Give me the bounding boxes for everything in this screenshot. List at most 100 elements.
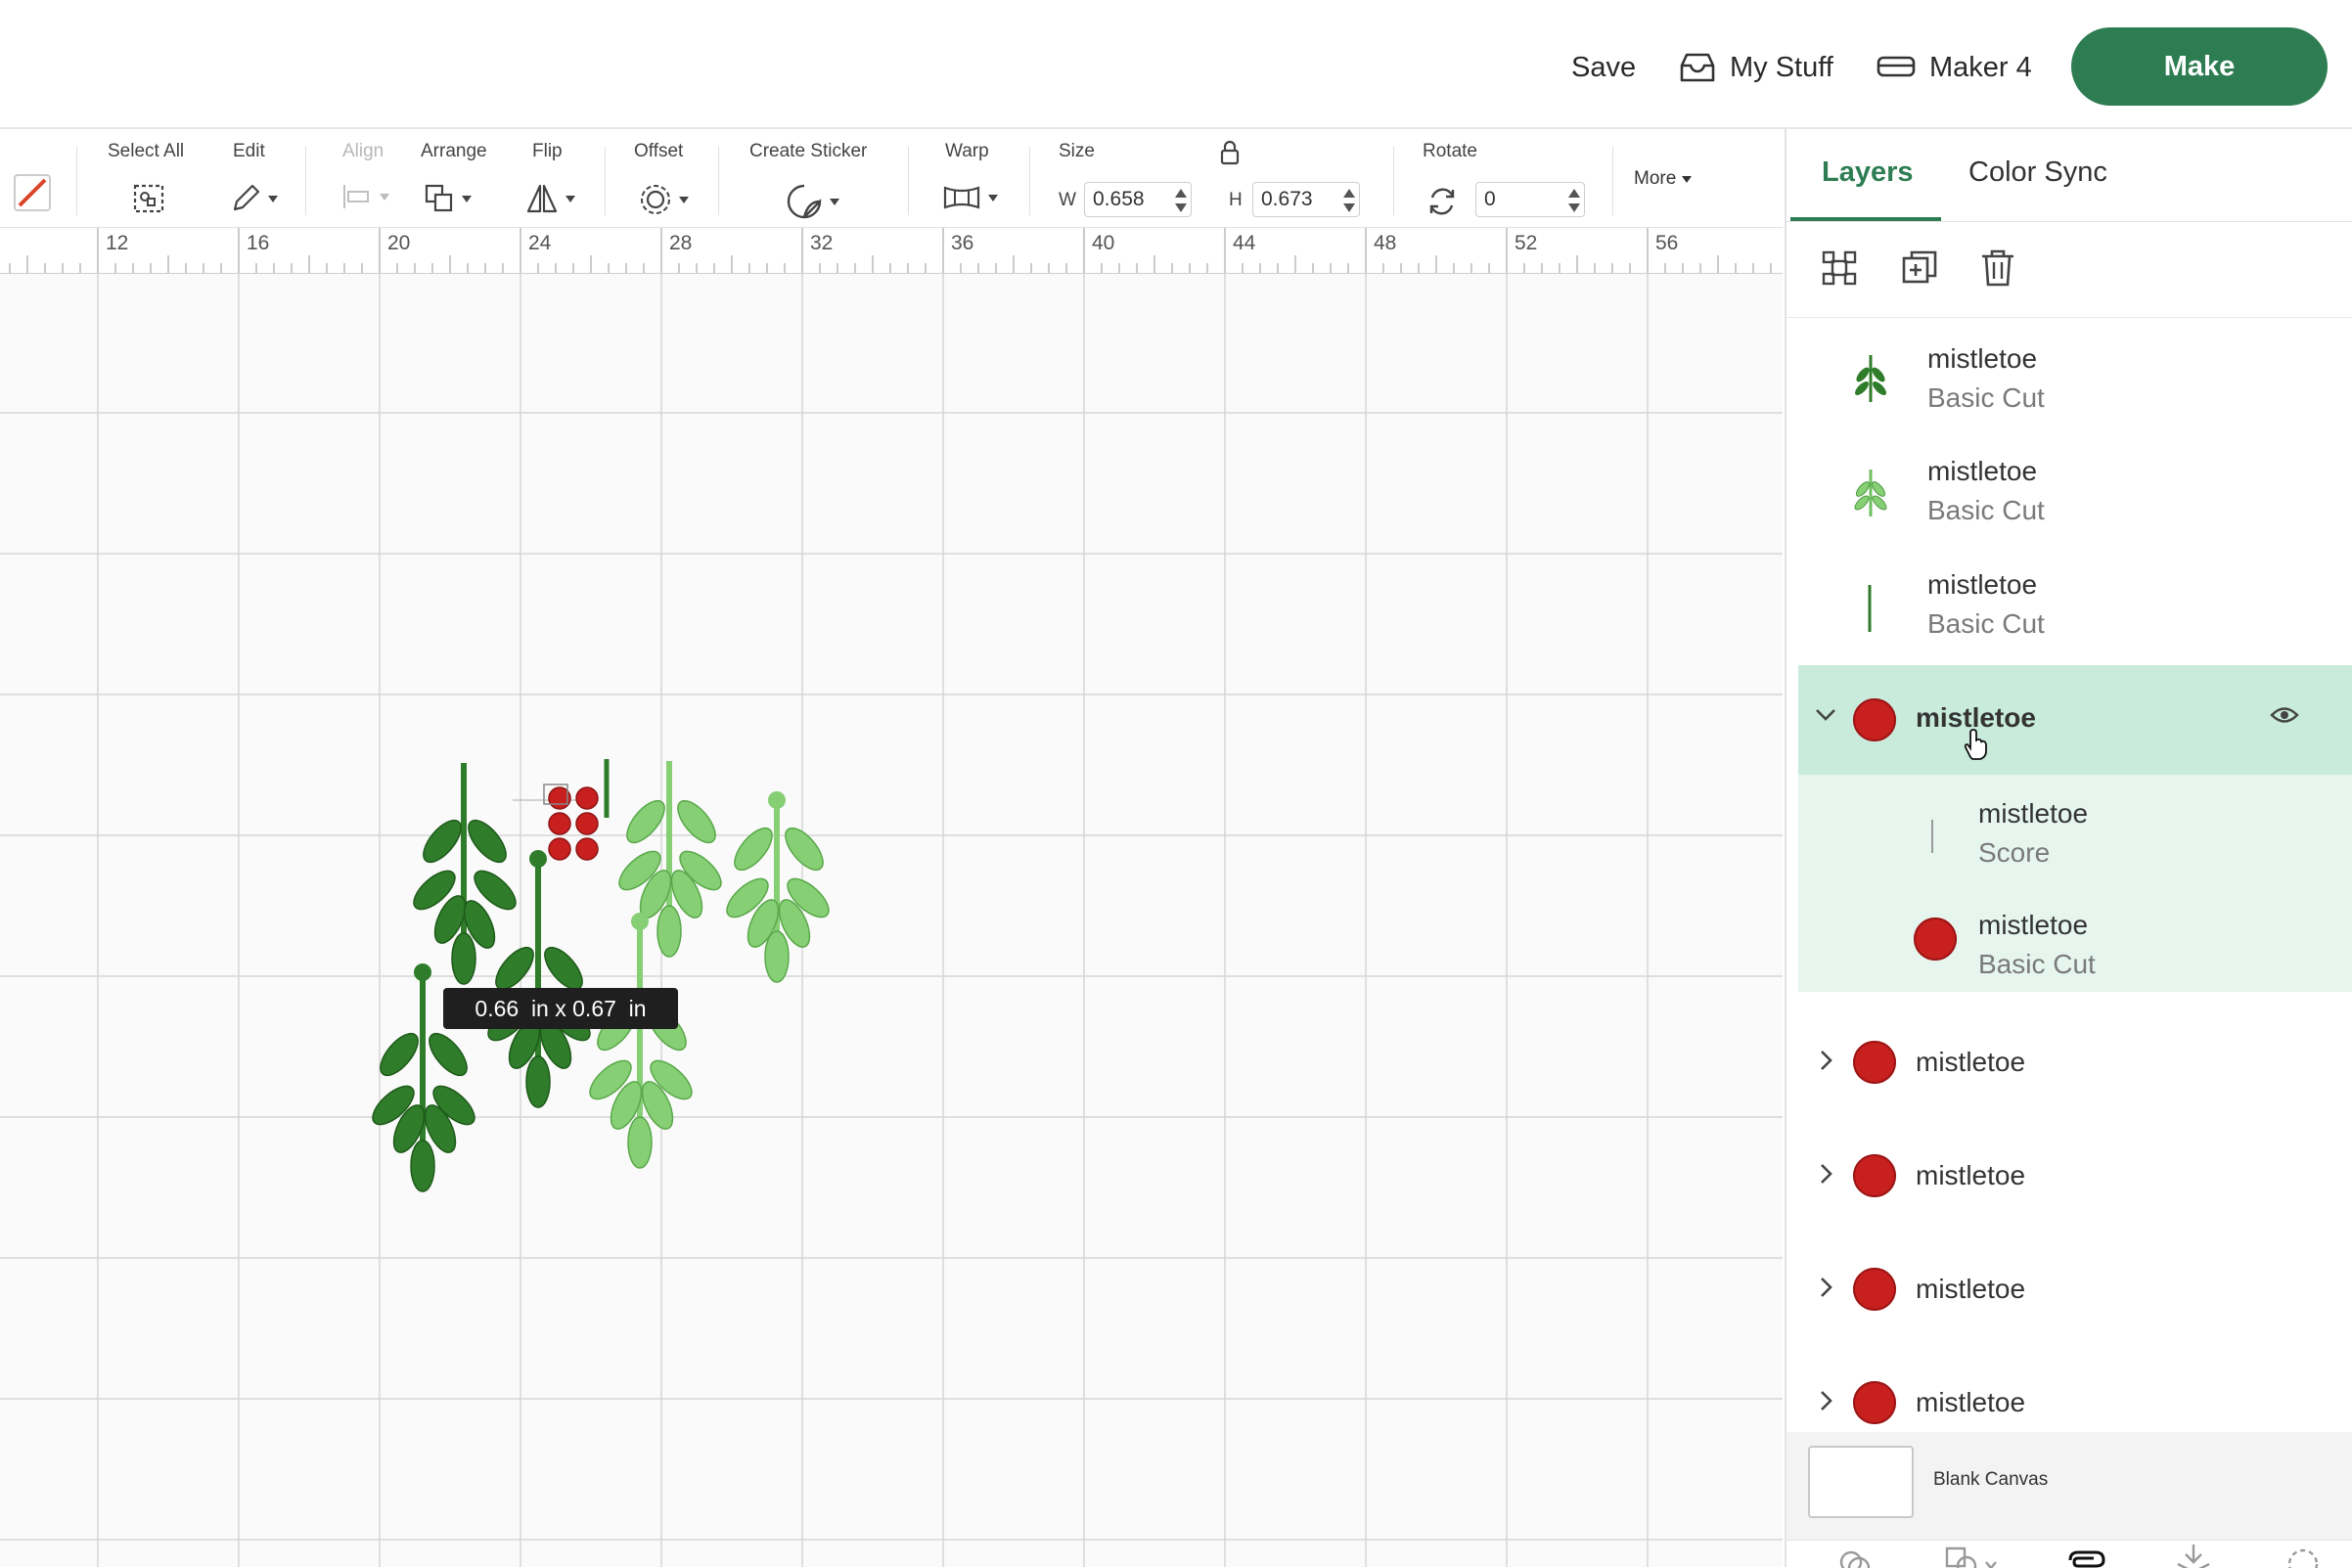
layer-item[interactable]: mistletoe — [1798, 1123, 2352, 1231]
duplicate-icon[interactable] — [1898, 246, 1941, 290]
layer-item[interactable]: mistletoe — [1798, 1236, 2352, 1344]
width-input[interactable]: 0.658 — [1084, 182, 1192, 217]
align-button[interactable] — [340, 182, 389, 211]
more-label: More — [1634, 168, 1677, 189]
linetype-swatch[interactable] — [14, 174, 51, 211]
light-sprig-bottom[interactable] — [582, 913, 700, 1169]
pencil-icon — [233, 184, 260, 211]
ruler-label: 36 — [951, 232, 974, 254]
layer-operation: Basic Cut — [1978, 949, 2096, 979]
dark-sprig-top[interactable] — [406, 763, 523, 985]
red-berry-icon — [1853, 1154, 1896, 1197]
machine-selector[interactable]: Maker 4 — [1877, 43, 2032, 92]
slice-icon[interactable] — [1837, 1546, 1873, 1568]
rotate-value: 0 — [1484, 188, 1496, 210]
combine-icon[interactable] — [1943, 1545, 2002, 1568]
toolbar-divider — [305, 147, 306, 215]
dark-sprig-bottom[interactable] — [365, 963, 482, 1192]
ruler-label: 52 — [1515, 232, 1538, 254]
group-icon[interactable] — [1818, 246, 1861, 290]
height-value: 0.673 — [1261, 188, 1313, 210]
layer-item[interactable]: mistletoe — [1798, 1350, 2352, 1432]
design-canvas[interactable]: 0.66 in x 0.67 in — [0, 274, 1783, 1567]
ruler-label: 40 — [1092, 232, 1115, 254]
chevron-right-icon[interactable] — [1818, 1276, 1835, 1299]
red-berry-icon — [1914, 918, 1957, 961]
mistletoe-design[interactable] — [0, 274, 1783, 1567]
canvas-grid — [0, 274, 1783, 1567]
width-stepper[interactable] — [1175, 187, 1187, 214]
chevron-right-icon[interactable] — [1818, 1162, 1835, 1186]
berry-cluster-selected[interactable] — [513, 784, 599, 861]
select-all-button[interactable] — [131, 182, 168, 217]
child-layer-item[interactable]: mistletoe Basic Cut — [1798, 884, 2352, 992]
tab-color-sync[interactable]: Color Sync — [1968, 157, 2107, 188]
arrange-label: Arrange — [421, 141, 487, 161]
layer-item[interactable]: mistletoe Basic Cut — [1798, 556, 2352, 663]
toolbar-divider — [1393, 147, 1394, 215]
layer-item[interactable]: mistletoe Basic Cut — [1798, 442, 2352, 550]
flatten-icon[interactable] — [2174, 1543, 2213, 1568]
chevron-down-icon — [830, 198, 839, 205]
chevron-down-icon[interactable] — [1814, 706, 1837, 724]
save-button[interactable]: Save — [1571, 43, 1636, 92]
layer-item[interactable]: mistletoe — [1798, 1009, 2352, 1117]
contour-icon[interactable] — [2284, 1545, 2323, 1568]
blank-canvas-label: Blank Canvas — [1933, 1469, 2049, 1490]
size-label: Size — [1059, 141, 1095, 161]
rotate-icon[interactable] — [1425, 184, 1460, 219]
light-sprig-top[interactable] — [611, 761, 729, 958]
panel-bottom-toolbar — [1787, 1540, 2352, 1568]
chevron-right-icon[interactable] — [1818, 1389, 1835, 1412]
child-layer-item[interactable]: mistletoe Score — [1798, 775, 2352, 882]
attach-icon[interactable] — [2064, 1546, 2107, 1568]
chevron-down-icon — [380, 193, 389, 201]
size-group: Size W 0.658 H 0.673 — [1059, 139, 1381, 219]
layer-operation: Basic Cut — [1927, 382, 2045, 413]
chevron-down-icon — [679, 196, 689, 203]
dark-sprig-icon — [1855, 355, 1886, 402]
blank-canvas-row[interactable]: Blank Canvas — [1787, 1432, 2352, 1540]
edit-button[interactable] — [229, 182, 278, 215]
warp-button[interactable] — [941, 182, 998, 213]
ruler-label: 44 — [1233, 232, 1256, 254]
create-sticker-button[interactable] — [785, 182, 839, 221]
toolbar-divider — [605, 147, 606, 215]
layer-name: mistletoe — [1927, 569, 2038, 600]
rotate-input[interactable]: 0 — [1475, 182, 1585, 217]
layer-operation: Score — [1978, 837, 2051, 868]
light-sprig-right[interactable] — [719, 791, 837, 983]
arrange-icon — [425, 184, 453, 212]
flip-button[interactable] — [524, 182, 575, 215]
red-berry-icon — [1853, 1268, 1896, 1311]
trash-icon[interactable] — [1976, 246, 2019, 290]
toolbar-divider — [1612, 147, 1613, 215]
divider — [1787, 317, 2352, 318]
layer-name: mistletoe — [1978, 910, 2089, 940]
tab-layers[interactable]: Layers — [1822, 157, 1914, 188]
layer-group-selected[interactable]: mistletoe — [1798, 665, 2352, 775]
arrange-button[interactable] — [423, 182, 472, 215]
active-tab-indicator — [1790, 217, 1941, 221]
chevron-right-icon[interactable] — [1818, 1049, 1835, 1072]
height-stepper[interactable] — [1343, 187, 1355, 214]
width-label: W — [1059, 190, 1076, 210]
stem-line-icon — [1868, 585, 1872, 632]
height-input[interactable]: 0.673 — [1252, 182, 1360, 217]
layer-name: mistletoe — [1916, 702, 2036, 733]
my-stuff-button[interactable]: My Stuff — [1679, 43, 1833, 92]
blank-canvas-swatch[interactable] — [1808, 1446, 1914, 1518]
layer-group-children: mistletoe Score mistletoe Basic Cut — [1798, 775, 2352, 992]
no-fill-slash-icon — [18, 178, 47, 207]
hand-cursor-icon — [1964, 729, 1987, 760]
dark-sprig-middle[interactable] — [480, 850, 598, 1108]
align-label: Align — [342, 141, 384, 161]
make-button[interactable]: Make — [2071, 27, 2328, 106]
layer-name: mistletoe — [1916, 1047, 2026, 1077]
offset-button[interactable] — [638, 182, 689, 217]
layer-item[interactable]: mistletoe Basic Cut — [1798, 330, 2352, 437]
rotate-stepper[interactable] — [1568, 187, 1580, 214]
more-button[interactable]: More — [1634, 168, 1693, 190]
eye-icon[interactable] — [2270, 704, 2299, 726]
lock-icon[interactable] — [1217, 139, 1243, 166]
